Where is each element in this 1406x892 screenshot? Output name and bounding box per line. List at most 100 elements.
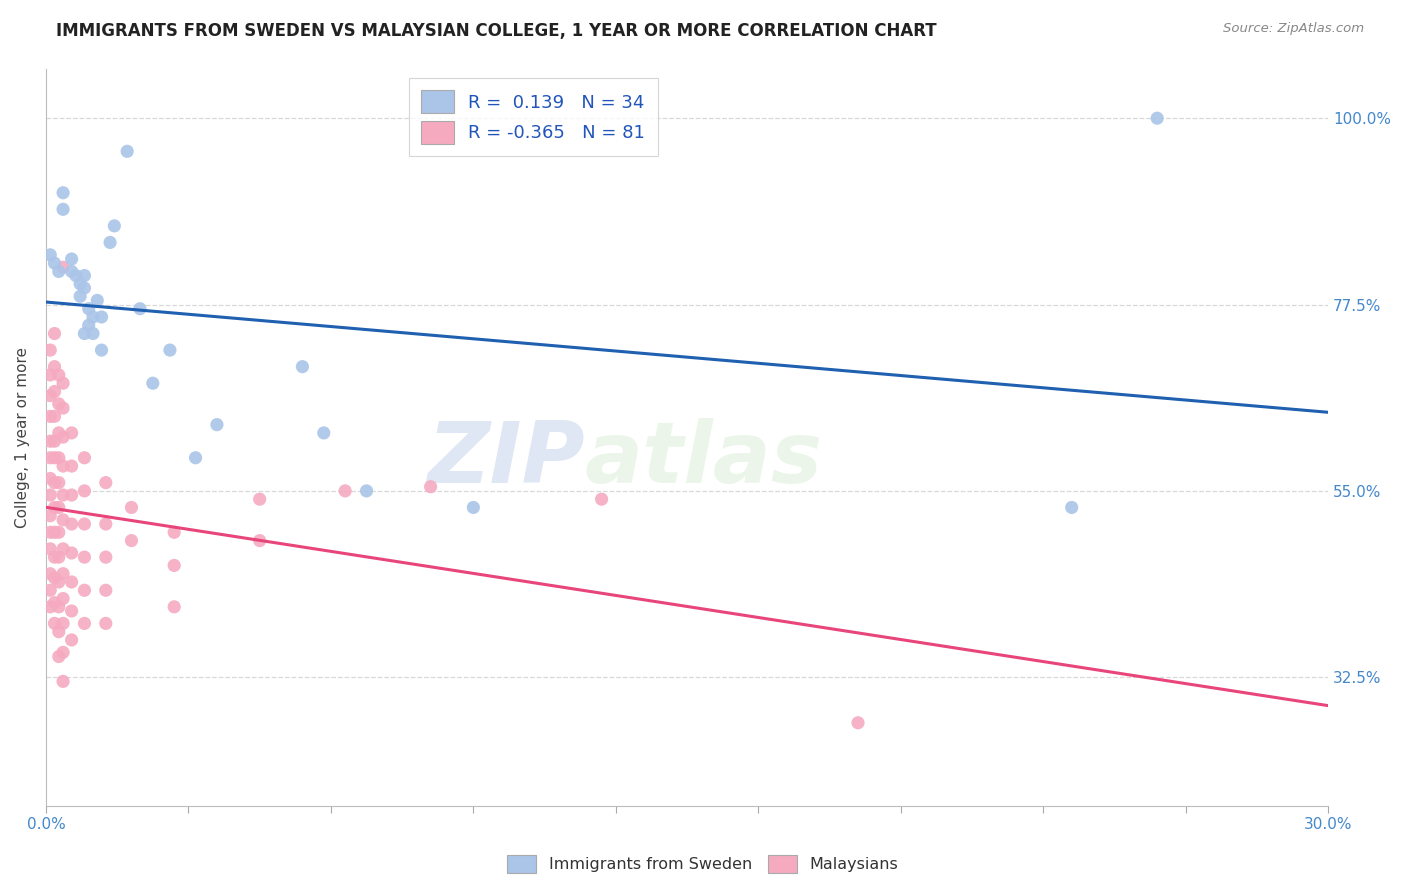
Point — [65, 268, 87, 283]
Point — [39, 525, 62, 540]
Point — [73, 281, 96, 295]
Point — [90, 343, 112, 357]
Point — [39, 541, 62, 556]
Point — [44, 500, 66, 515]
Point — [82, 310, 104, 324]
Point — [77, 318, 100, 333]
Point — [48, 649, 70, 664]
Point — [419, 480, 441, 494]
Point — [52, 674, 75, 689]
Point — [44, 616, 66, 631]
Point — [39, 488, 62, 502]
Point — [846, 715, 869, 730]
Point — [44, 525, 66, 540]
Point — [48, 368, 70, 382]
Point — [39, 508, 62, 523]
Point — [60, 632, 83, 647]
Y-axis label: College, 1 year or more: College, 1 year or more — [15, 347, 30, 527]
Point — [39, 471, 62, 485]
Point — [60, 264, 83, 278]
Point — [60, 252, 83, 266]
Point — [60, 516, 83, 531]
Point — [159, 343, 181, 357]
Point — [39, 343, 62, 357]
Point — [39, 409, 62, 424]
Point — [39, 368, 62, 382]
Point — [44, 256, 66, 270]
Point — [73, 583, 96, 598]
Point — [356, 483, 378, 498]
Point — [52, 430, 75, 444]
Point — [103, 219, 125, 233]
Point — [69, 289, 91, 303]
Point — [1060, 500, 1083, 515]
Point — [120, 533, 142, 548]
Point — [44, 550, 66, 565]
Point — [73, 326, 96, 341]
Point — [52, 513, 75, 527]
Point — [60, 458, 83, 473]
Point — [48, 624, 70, 639]
Point — [73, 450, 96, 465]
Point — [52, 591, 75, 606]
Point — [39, 248, 62, 262]
Point — [52, 488, 75, 502]
Point — [312, 425, 335, 440]
Text: ZIP: ZIP — [427, 417, 585, 500]
Point — [94, 583, 117, 598]
Point — [52, 401, 75, 415]
Point — [44, 475, 66, 490]
Point — [48, 397, 70, 411]
Point — [73, 268, 96, 283]
Point — [48, 425, 70, 440]
Point — [163, 525, 186, 540]
Point — [129, 301, 152, 316]
Point — [90, 310, 112, 324]
Point — [249, 533, 271, 548]
Point — [48, 264, 70, 278]
Point — [120, 500, 142, 515]
Point — [82, 326, 104, 341]
Legend: Immigrants from Sweden, Malaysians: Immigrants from Sweden, Malaysians — [501, 848, 905, 880]
Point — [48, 475, 70, 490]
Point — [1146, 112, 1168, 126]
Point — [60, 488, 83, 502]
Legend: R =  0.139   N = 34, R = -0.365   N = 81: R = 0.139 N = 34, R = -0.365 N = 81 — [409, 78, 658, 156]
Point — [291, 359, 314, 374]
Point — [142, 376, 165, 391]
Point — [52, 202, 75, 217]
Point — [52, 260, 75, 275]
Text: atlas: atlas — [585, 417, 823, 500]
Point — [69, 277, 91, 291]
Point — [98, 235, 121, 250]
Point — [163, 599, 186, 614]
Point — [73, 550, 96, 565]
Point — [333, 483, 356, 498]
Point — [52, 645, 75, 659]
Point — [77, 301, 100, 316]
Point — [60, 546, 83, 560]
Point — [44, 450, 66, 465]
Point — [44, 596, 66, 610]
Point — [249, 492, 271, 507]
Point — [115, 145, 138, 159]
Point — [48, 599, 70, 614]
Point — [94, 550, 117, 565]
Point — [94, 475, 117, 490]
Point — [39, 599, 62, 614]
Point — [52, 458, 75, 473]
Point — [39, 566, 62, 581]
Point — [60, 604, 83, 618]
Point — [94, 516, 117, 531]
Point — [52, 186, 75, 200]
Point — [73, 516, 96, 531]
Text: IMMIGRANTS FROM SWEDEN VS MALAYSIAN COLLEGE, 1 YEAR OR MORE CORRELATION CHART: IMMIGRANTS FROM SWEDEN VS MALAYSIAN COLL… — [56, 22, 936, 40]
Point — [44, 359, 66, 374]
Point — [73, 616, 96, 631]
Point — [463, 500, 485, 515]
Point — [60, 425, 83, 440]
Point — [52, 566, 75, 581]
Point — [52, 376, 75, 391]
Point — [48, 574, 70, 589]
Point — [39, 434, 62, 449]
